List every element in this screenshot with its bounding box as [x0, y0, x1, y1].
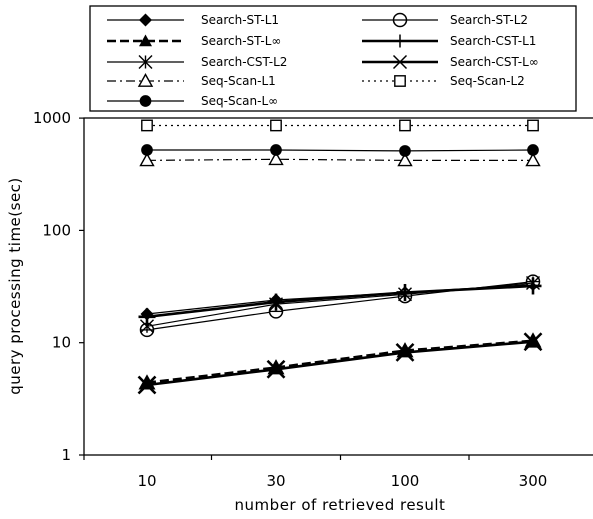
plot-frame — [83, 117, 593, 456]
series-search-cst-l — [137, 332, 543, 395]
y-tick-label: 1 — [61, 446, 71, 464]
y-tick-label: 1000 — [33, 109, 71, 127]
y-axis: 1 10 100 1000 — [33, 109, 84, 464]
y-axis-title: query processing time(sec) — [6, 177, 24, 395]
y-tick-label: 100 — [42, 221, 71, 239]
legend-item: Seq-Scan-L2 — [362, 74, 525, 88]
legend-item: Seq-Scan-L∞ — [107, 94, 278, 108]
data-point — [268, 151, 284, 166]
legend-item: Seq-Scan-L1 — [107, 73, 276, 88]
data-point — [523, 332, 543, 352]
legend-marker — [393, 34, 407, 48]
series-search-st-l2 — [139, 274, 541, 338]
plot-area — [83, 117, 593, 456]
data-point — [139, 152, 155, 167]
y-tick-label: 10 — [52, 334, 71, 352]
data-point — [397, 152, 413, 167]
legend-item: Search-ST-L1 — [107, 13, 279, 27]
x-tick-label: 100 — [391, 472, 420, 490]
legend-label: Search-CST-L∞ — [450, 55, 539, 69]
data-point — [527, 144, 539, 156]
data-point — [140, 319, 154, 334]
x-axis-title: number of retrieved result — [235, 496, 446, 514]
series-seq-scan-l — [141, 144, 539, 157]
data-point — [141, 119, 153, 132]
legend-label: Search-ST-L2 — [450, 13, 528, 27]
data-point — [137, 375, 157, 395]
x-tick-label: 30 — [266, 472, 285, 490]
legend-marker — [139, 13, 152, 27]
legend-label: Search-ST-L1 — [201, 13, 279, 27]
legend-marker — [139, 34, 152, 47]
legend-item: Search-CST-L∞ — [362, 54, 539, 70]
data-point — [266, 359, 286, 379]
series-search-cst-l1 — [138, 277, 542, 326]
legend-item: Search-CST-L1 — [362, 34, 536, 48]
legend-label: Search-ST-L∞ — [201, 34, 281, 48]
legend-label: Search-CST-L1 — [450, 34, 536, 48]
legend-marker — [392, 54, 408, 70]
series-line — [146, 282, 534, 327]
data-point — [527, 119, 539, 132]
x-tick-label: 10 — [137, 472, 156, 490]
x-axis: 10 30 100 300 — [83, 455, 548, 490]
data-point — [270, 144, 282, 156]
legend-marker — [392, 12, 408, 28]
series-line — [147, 149, 534, 152]
data-point — [398, 287, 412, 302]
series-layer — [137, 119, 543, 395]
legend-box — [89, 5, 577, 112]
data-point — [526, 276, 540, 291]
legend-marker — [137, 73, 154, 87]
data-point — [399, 145, 411, 157]
data-point — [141, 144, 153, 156]
legend-label: Seq-Scan-L∞ — [201, 94, 278, 108]
legend-label: Seq-Scan-L1 — [201, 74, 276, 88]
series-seq-scan-l2 — [141, 119, 539, 132]
legend: Search-ST-L1 Search-ST-L2 Search-ST-L∞ Sear… — [89, 5, 577, 112]
legend-marker — [394, 75, 406, 87]
data-point — [399, 119, 411, 132]
series-line — [146, 158, 533, 161]
legend-label: Seq-Scan-L2 — [450, 74, 525, 88]
series-search-cst-l2 — [140, 276, 540, 334]
series-line — [146, 284, 534, 319]
data-point — [525, 152, 541, 167]
legend-marker — [139, 95, 152, 107]
data-point — [270, 119, 282, 132]
series-seq-scan-l1 — [139, 151, 541, 167]
x-tick-label: 300 — [519, 472, 548, 490]
data-point — [395, 342, 415, 362]
legend-item: Search-ST-L∞ — [107, 34, 281, 48]
legend-label: Search-CST-L2 — [201, 55, 287, 69]
series-line — [146, 340, 534, 387]
legend-item: Search-CST-L2 — [107, 55, 287, 69]
legend-marker — [138, 55, 153, 69]
legend-item: Search-ST-L2 — [362, 12, 528, 28]
data-point — [269, 297, 283, 312]
